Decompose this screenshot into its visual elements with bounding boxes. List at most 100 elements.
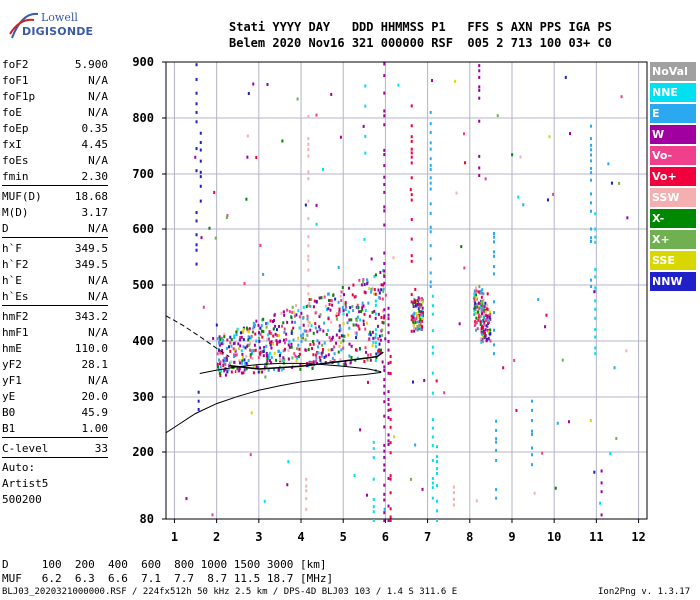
param-row: fmin 2.30: [2, 168, 108, 184]
echo-point: [290, 316, 293, 320]
echo-point: [354, 331, 357, 335]
param-name: h`E: [2, 273, 22, 287]
echo-point: [237, 342, 240, 346]
noise-point: [397, 83, 400, 87]
echo-point: [297, 355, 300, 359]
echo-point: [350, 318, 353, 322]
interference-point: [495, 440, 498, 444]
y-tick-label: 200: [132, 445, 154, 459]
echo-point: [222, 364, 225, 368]
interference-point: [305, 484, 308, 488]
echo-point: [356, 303, 359, 307]
echo-point: [218, 358, 221, 362]
echo-point: [239, 338, 242, 342]
echo-point: [270, 356, 273, 360]
echo-point: [266, 359, 269, 363]
interference-point: [431, 351, 434, 355]
echo-point: [216, 362, 219, 366]
echo-point: [300, 336, 303, 340]
noise-point: [315, 203, 318, 207]
echo-point: [316, 361, 319, 365]
interference-point: [436, 519, 439, 522]
noise-point: [281, 139, 284, 143]
interference-point: [307, 142, 310, 146]
param-name: C-level: [2, 441, 49, 455]
echo-point: [357, 306, 360, 310]
echo-point: [371, 286, 374, 290]
echo-point: [267, 356, 270, 360]
echo-point: [380, 288, 383, 292]
echo-point: [265, 322, 268, 326]
noise-point: [211, 513, 214, 517]
echo-point: [342, 339, 345, 343]
echo-point: [243, 358, 246, 362]
interference-point: [307, 177, 310, 181]
interference-point: [478, 69, 481, 73]
echo-point: [220, 342, 223, 346]
interference-point: [383, 378, 386, 382]
param-value: 4.45: [81, 137, 109, 151]
echo-point: [226, 368, 229, 372]
noise-point: [322, 167, 325, 171]
noise-point: [620, 95, 623, 99]
noise-point: [618, 181, 621, 185]
echo-point: [319, 313, 322, 317]
noise-point: [250, 411, 253, 415]
echo-point: [373, 274, 376, 278]
echo-point: [302, 305, 305, 309]
param-row: foE N/A: [2, 104, 108, 120]
echo-point: [258, 331, 261, 335]
echo-point: [242, 330, 245, 334]
noise-point: [522, 203, 525, 207]
interference-point: [383, 443, 386, 447]
echo-point: [482, 292, 485, 296]
echo-point: [260, 350, 263, 354]
param-row: M(D) 3.17: [2, 204, 108, 220]
interference-point: [410, 104, 413, 108]
echo-point: [225, 356, 228, 360]
echo-point: [335, 312, 338, 316]
echo-point: [266, 321, 269, 325]
interference-point: [372, 519, 375, 522]
param-name: B0: [2, 405, 16, 419]
interference-point: [383, 400, 386, 404]
interference-point: [436, 467, 439, 471]
echo-point: [218, 343, 221, 347]
interference-point: [594, 267, 597, 271]
interference-point: [383, 205, 386, 209]
interference-point: [590, 171, 593, 175]
echo-point: [263, 347, 266, 351]
echo-point: [299, 334, 302, 338]
echo-point: [263, 346, 266, 350]
echo-point: [342, 309, 345, 313]
noise-point: [409, 477, 412, 481]
interference-point: [374, 332, 377, 336]
echo-point: [245, 367, 248, 371]
echo-point: [273, 367, 276, 371]
noise-point: [215, 323, 218, 327]
echo-point: [309, 304, 312, 308]
interference-point: [492, 250, 495, 254]
interference-point: [389, 360, 392, 364]
interference-point: [431, 304, 434, 308]
noise-point: [409, 188, 412, 192]
echo-point: [421, 317, 424, 321]
echo-point: [378, 350, 381, 354]
noise-point: [475, 499, 478, 503]
echo-point: [314, 311, 317, 315]
interference-point: [387, 416, 390, 420]
param-row: h`F 349.5: [2, 240, 108, 256]
noise-point: [214, 236, 217, 240]
echo-point: [298, 315, 301, 319]
interference-point: [383, 391, 386, 395]
echo-point: [267, 355, 270, 359]
interference-point: [492, 272, 495, 276]
echo-point: [282, 338, 285, 342]
echo-point: [483, 308, 486, 312]
param-row: h`E N/A: [2, 272, 108, 288]
noise-point: [339, 135, 342, 139]
echo-point: [329, 339, 332, 343]
noise-point: [443, 391, 446, 395]
echo-point: [254, 348, 257, 352]
param-value: 18.68: [74, 189, 108, 203]
